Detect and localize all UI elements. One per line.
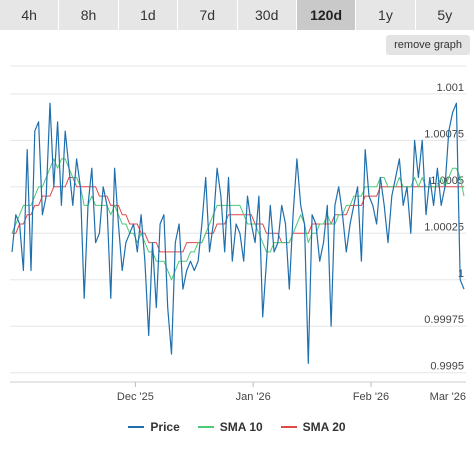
x-tick-label: Jan '26 <box>236 391 271 403</box>
legend-item-sma10[interactable]: SMA 10 <box>197 420 263 434</box>
legend-swatch-sma10 <box>197 426 214 428</box>
legend-swatch-price <box>128 426 145 428</box>
series-line-sma10 <box>11 158 465 281</box>
tab-1d[interactable]: 1d <box>118 0 179 30</box>
y-tick-label: 0.9995 <box>430 361 464 373</box>
chart-legend: Price SMA 10 SMA 20 <box>0 420 474 434</box>
legend-item-price[interactable]: Price <box>128 420 180 434</box>
legend-label-sma10: SMA 10 <box>219 420 263 434</box>
series-line-sma20 <box>12 177 464 253</box>
x-tick-label: Feb '26 <box>353 391 389 403</box>
x-tick-label: Dec '25 <box>117 391 154 403</box>
y-tick-label: 0.99975 <box>424 314 464 326</box>
timeframe-tabs: 4h 8h 1d 7d 30d 120d 1y 5y <box>0 0 474 30</box>
tab-1y[interactable]: 1y <box>356 0 416 30</box>
price-chart: 0.99950.9997511.000251.00051.000751.001D… <box>10 65 466 403</box>
tab-7d[interactable]: 7d <box>178 0 238 30</box>
tab-8h[interactable]: 8h <box>59 0 119 30</box>
y-tick-label: 1.001 <box>436 82 464 94</box>
legend-label-sma20: SMA 20 <box>302 420 346 434</box>
x-tick-label: Mar '26 <box>430 391 466 403</box>
y-tick-label: 1 <box>458 268 464 280</box>
legend-item-sma20[interactable]: SMA 20 <box>280 420 346 434</box>
tab-5y[interactable]: 5y <box>415 0 474 30</box>
y-tick-label: 1.00025 <box>424 221 464 233</box>
legend-swatch-sma20 <box>280 426 297 428</box>
series-line-price <box>11 102 465 364</box>
legend-label-price: Price <box>150 420 180 434</box>
y-tick-label: 1.00075 <box>424 128 464 140</box>
remove-graph-button[interactable]: remove graph <box>386 35 470 55</box>
tab-4h[interactable]: 4h <box>0 0 60 30</box>
tab-120d[interactable]: 120d <box>296 0 357 30</box>
tab-30d[interactable]: 30d <box>237 0 297 30</box>
